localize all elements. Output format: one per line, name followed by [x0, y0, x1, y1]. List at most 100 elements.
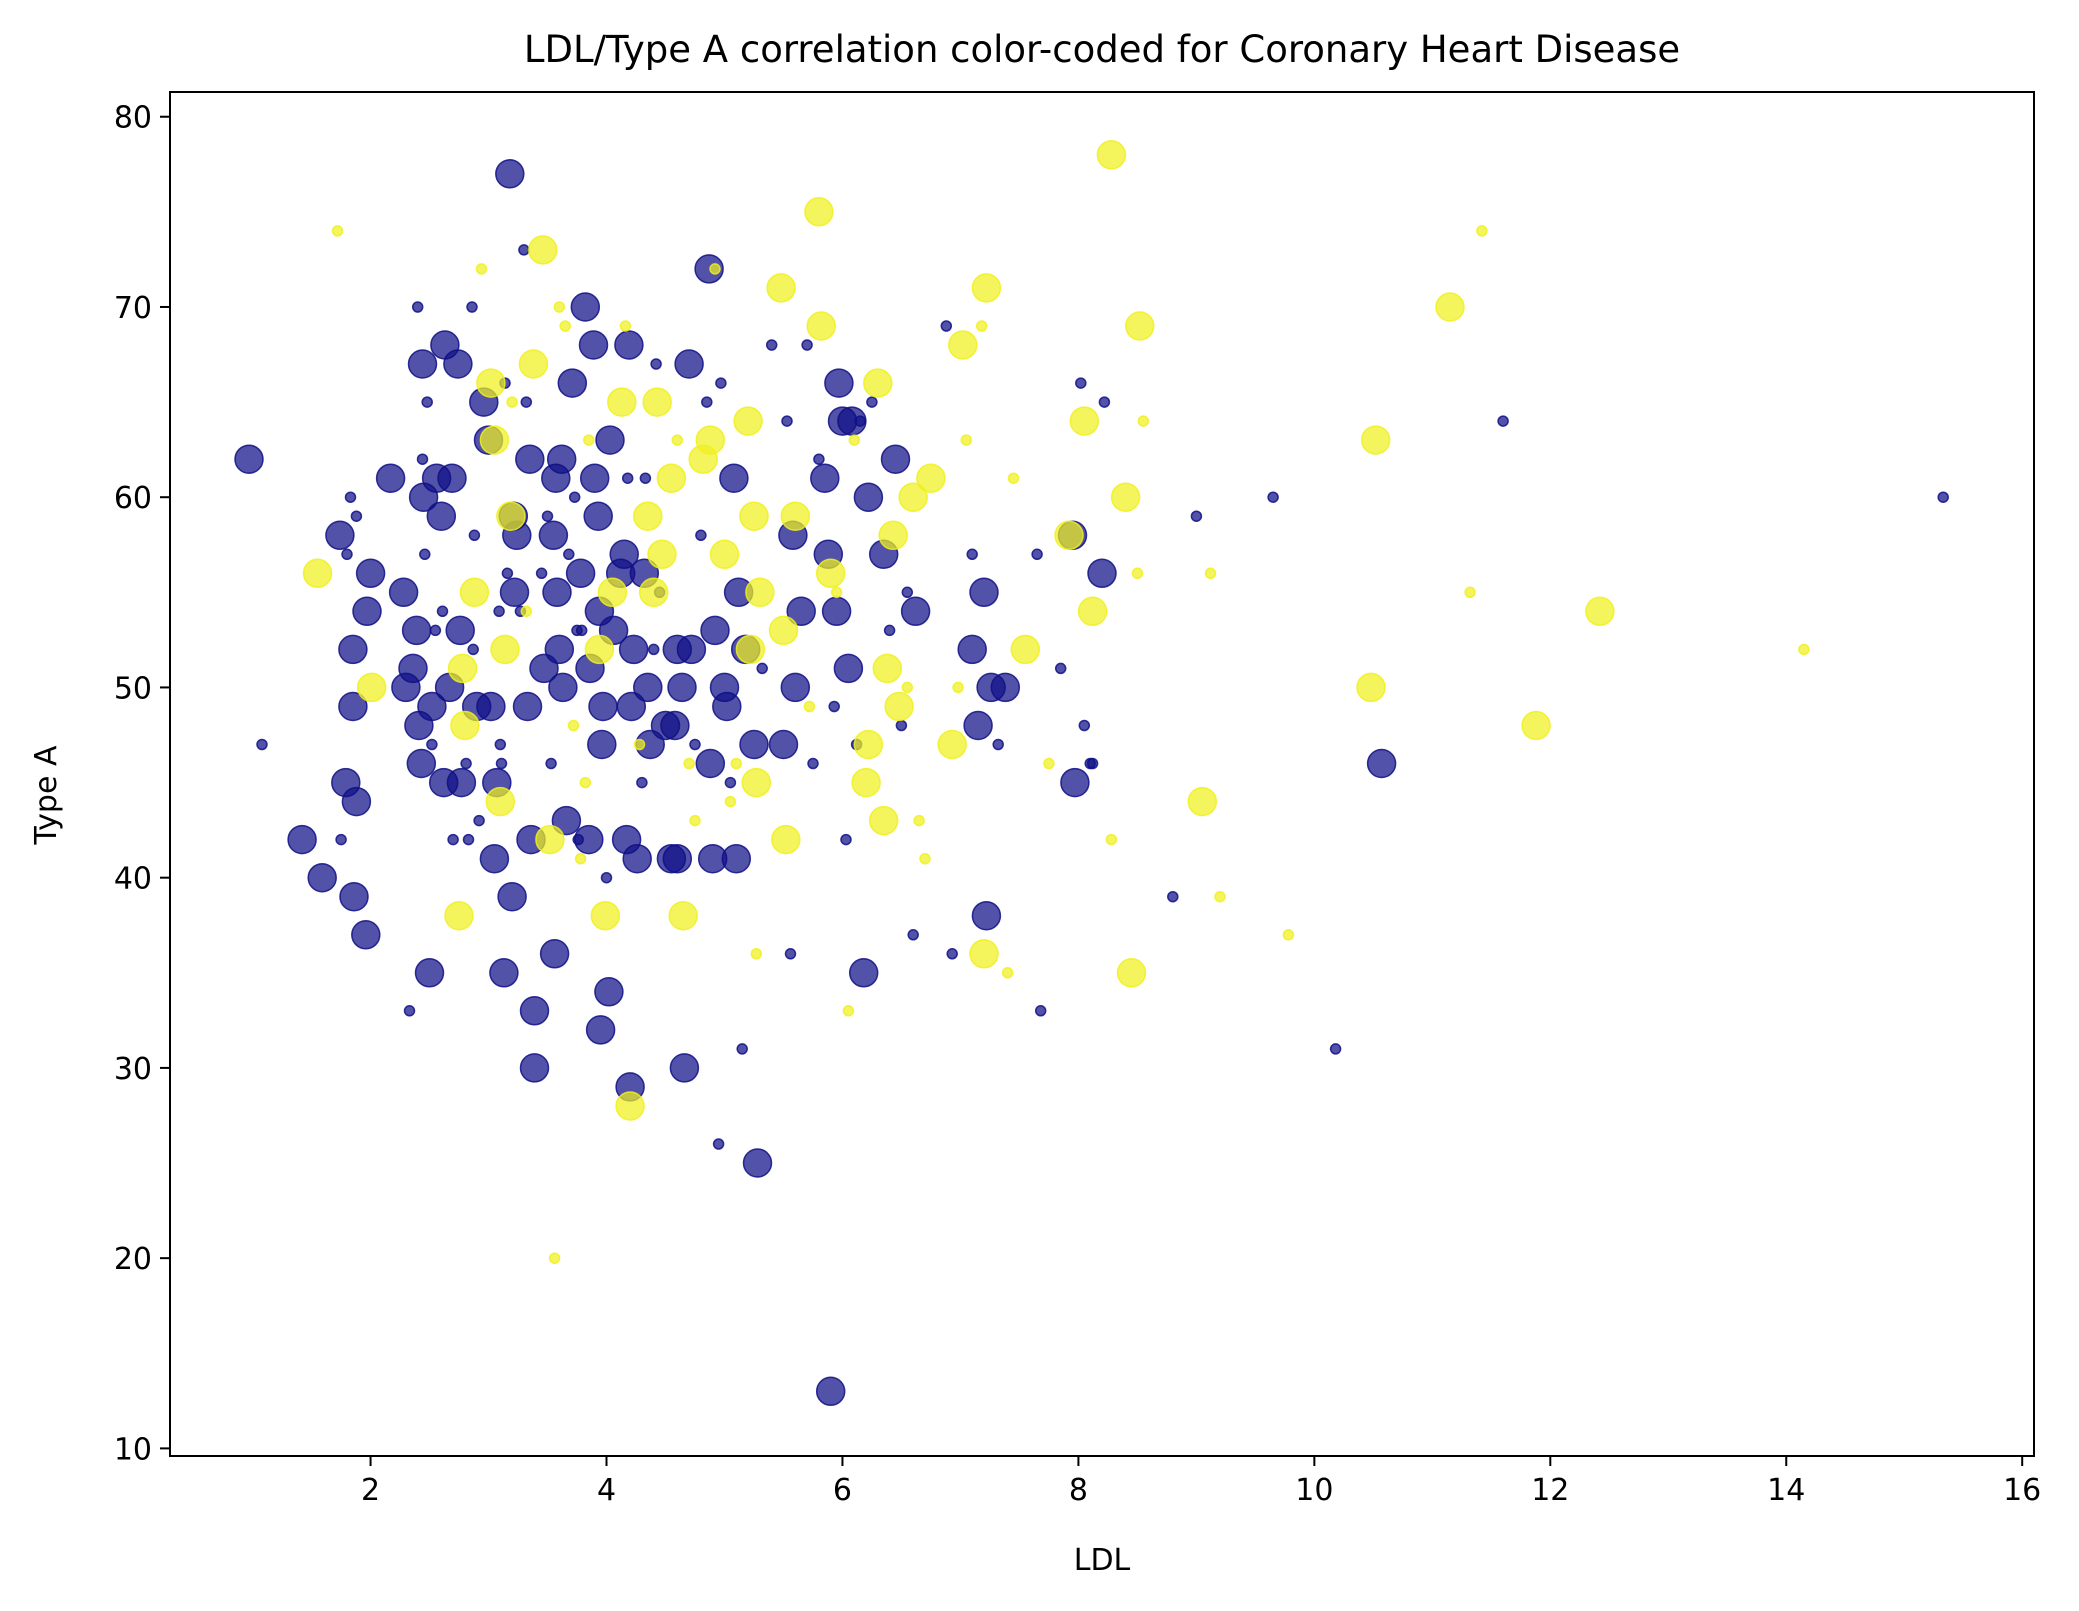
data-point-no_chd-149: [721, 843, 752, 874]
data-point-no_chd-196: [992, 738, 1004, 751]
data-point-chd-100: [1282, 929, 1295, 941]
data-point-no_chd-137: [695, 529, 707, 542]
data-point-no_chd-63: [501, 567, 514, 580]
y-tick-label: 30: [114, 1052, 152, 1087]
data-point-chd-12: [496, 501, 526, 531]
data-point-chd-45: [724, 795, 737, 808]
data-point-no_chd-18: [388, 577, 419, 608]
data-point-chd-73: [913, 814, 925, 827]
data-point-chd-57: [803, 700, 816, 713]
data-point-no_chd-67: [499, 577, 530, 608]
data-point-chd-27: [597, 577, 628, 608]
data-point-no_chd-20: [403, 1005, 416, 1017]
data-point-no_chd-94: [565, 558, 596, 589]
data-point-chd-79: [960, 434, 973, 446]
data-point-no_chd-27: [416, 453, 429, 465]
data-point-no_chd-61: [489, 958, 519, 988]
data-point-no_chd-59: [494, 738, 507, 751]
y-tick-label: 60: [114, 481, 152, 516]
data-point-no_chd-72: [512, 691, 543, 722]
data-point-no_chd-155: [756, 662, 768, 675]
data-point-chd-64: [851, 767, 881, 798]
data-point-chd-52: [750, 948, 763, 960]
data-point-no_chd-146: [712, 691, 742, 722]
data-point-chd-74: [919, 852, 931, 865]
data-point-chd-90: [1096, 140, 1127, 170]
data-point-no_chd-140: [695, 748, 726, 779]
data-point-no_chd-144: [715, 377, 727, 389]
data-point-no_chd-197: [990, 672, 1021, 703]
data-point-no_chd-8: [344, 491, 357, 503]
data-point-no_chd-33: [426, 738, 438, 751]
data-point-chd-108: [1798, 643, 1810, 656]
x-tick-label: 12: [1531, 1473, 1569, 1508]
data-point-chd-63: [848, 434, 861, 446]
data-point-no_chd-186: [907, 929, 919, 941]
x-tick-label: 14: [1767, 1473, 1805, 1508]
data-point-no_chd-118: [622, 843, 652, 874]
data-point-no_chd-116: [616, 691, 647, 722]
data-point-no_chd-119: [636, 776, 648, 789]
data-point-chd-4: [447, 653, 478, 684]
data-point-no_chd-171: [824, 368, 854, 398]
data-point-chd-28: [607, 387, 637, 417]
data-point-chd-53: [766, 273, 796, 303]
data-point-no_chd-47: [462, 833, 475, 846]
data-point-no_chd-215: [1937, 491, 1949, 503]
data-point-no_chd-185: [901, 586, 914, 599]
data-point-chd-9: [479, 425, 510, 455]
data-point-chd-46: [730, 757, 743, 770]
data-point-no_chd-79: [541, 510, 554, 522]
data-point-chd-95: [1137, 415, 1150, 427]
data-point-chd-21: [567, 719, 580, 732]
data-point-no_chd-114: [614, 330, 644, 360]
data-point-no_chd-122: [633, 672, 663, 703]
data-point-chd-80: [969, 939, 999, 969]
data-point-chd-35: [647, 539, 677, 570]
data-point-chd-93: [1116, 958, 1147, 988]
data-point-no_chd-70: [518, 244, 530, 256]
data-point-no_chd-106: [600, 871, 613, 884]
data-point-chd-50: [741, 767, 772, 798]
data-point-chd-54: [768, 615, 799, 646]
data-point-no_chd-121: [639, 472, 652, 484]
y-tick-label: 70: [114, 291, 152, 326]
axes-layer: 2 4 6 8 10 12 14 16 10 20 30 40 50 60 70 80: [114, 91, 2041, 1508]
data-point-no_chd-199: [1031, 548, 1043, 561]
data-point-no_chd-60: [495, 757, 508, 770]
data-point-chd-61: [830, 586, 843, 599]
data-point-no_chd-16: [355, 558, 386, 589]
y-tick-label: 50: [114, 671, 152, 706]
data-point-no_chd-65: [497, 881, 527, 912]
data-point-no_chd-153: [739, 729, 769, 760]
data-point-no_chd-31: [414, 958, 445, 988]
data-point-chd-87: [1054, 520, 1084, 551]
data-point-no_chd-180: [866, 396, 878, 408]
data-point-chd-105: [1476, 225, 1488, 237]
data-point-no_chd-111: [609, 539, 639, 570]
data-point-no_chd-163: [801, 339, 813, 351]
data-point-chd-69: [878, 520, 908, 551]
data-point-chd-106: [1521, 710, 1551, 741]
data-point-no_chd-45: [446, 767, 477, 798]
data-point-no_chd-50: [468, 529, 481, 542]
data-point-no_chd-29: [419, 548, 431, 561]
x-tick-label: 10: [1295, 1473, 1333, 1508]
data-point-no_chd-41: [437, 463, 467, 493]
data-point-no_chd-214: [1497, 415, 1509, 427]
data-point-chd-91: [1105, 833, 1118, 846]
data-point-no_chd-108: [595, 425, 625, 455]
data-point-no_chd-147: [724, 776, 737, 789]
data-point-no_chd-101: [583, 501, 613, 531]
data-point-no_chd-174: [833, 653, 864, 684]
data-point-chd-40: [689, 814, 701, 827]
data-point-no_chd-164: [807, 757, 819, 770]
data-point-no_chd-43: [443, 349, 473, 379]
data-point-chd-72: [898, 482, 928, 512]
data-point-no_chd-9: [338, 634, 368, 665]
data-point-chd-107: [1585, 596, 1615, 627]
data-point-chd-94: [1125, 311, 1155, 341]
data-point-no_chd-96: [570, 292, 601, 322]
data-point-no_chd-14: [351, 920, 381, 950]
data-point-no_chd-166: [810, 463, 840, 493]
